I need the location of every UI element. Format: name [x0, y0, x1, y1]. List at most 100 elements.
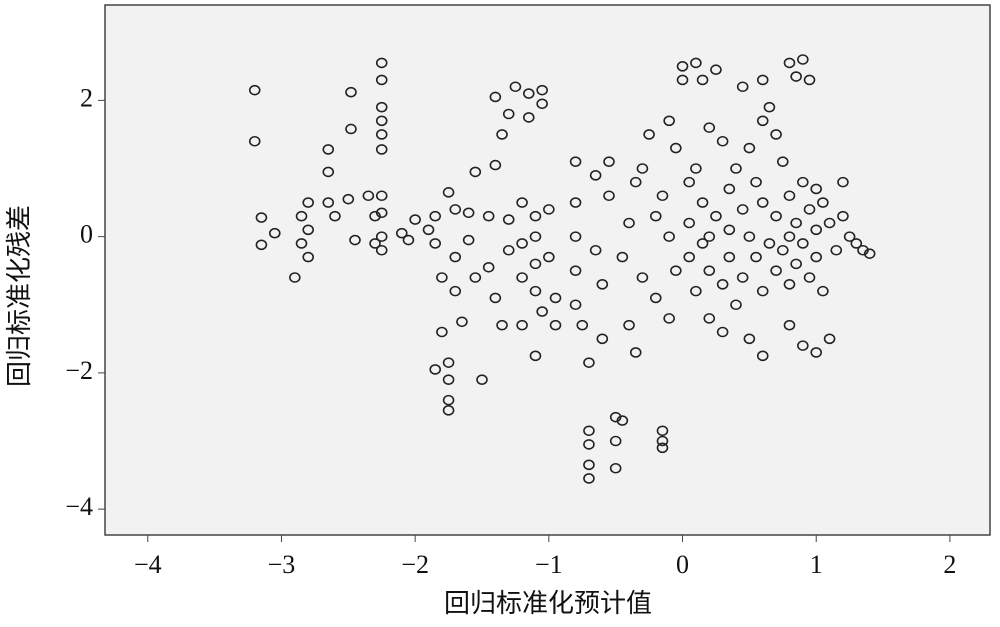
point: [629, 176, 642, 188]
point: [583, 439, 595, 450]
point: [449, 204, 462, 215]
point: [596, 333, 609, 345]
point: [803, 272, 816, 283]
point: [549, 319, 562, 331]
point: [703, 231, 716, 242]
y-tick-label: 0: [80, 220, 93, 249]
point: [656, 435, 669, 447]
point: [616, 415, 629, 426]
point: [429, 364, 442, 375]
y-tick-label: −4: [65, 492, 93, 521]
point: [756, 74, 769, 86]
point: [837, 176, 849, 188]
point: [516, 319, 528, 331]
point: [783, 57, 796, 69]
point: [763, 101, 776, 113]
point: [623, 217, 635, 229]
point: [690, 163, 702, 174]
point: [690, 285, 702, 297]
point: [589, 170, 602, 181]
point: [569, 156, 582, 167]
point: [583, 357, 595, 368]
point: [703, 313, 716, 324]
point: [302, 251, 315, 263]
point: [810, 224, 823, 236]
point: [670, 142, 682, 154]
point: [810, 251, 823, 263]
point: [683, 251, 696, 263]
point: [248, 84, 261, 96]
point: [449, 285, 462, 297]
point: [329, 210, 341, 222]
point: [743, 333, 756, 345]
point: [670, 265, 682, 276]
point: [589, 244, 602, 256]
point: [409, 214, 421, 225]
point: [516, 272, 528, 283]
point: [456, 316, 468, 328]
point: [469, 166, 482, 178]
point: [375, 74, 388, 86]
point: [375, 115, 388, 127]
point: [469, 272, 482, 283]
point: [596, 279, 609, 290]
point: [750, 176, 762, 188]
point: [375, 129, 388, 140]
point: [723, 183, 736, 195]
point: [529, 350, 542, 362]
point: [676, 74, 689, 86]
point: [345, 123, 357, 135]
point: [543, 204, 555, 215]
point: [268, 227, 281, 239]
point: [375, 57, 388, 69]
point: [529, 210, 542, 222]
point: [629, 347, 642, 358]
point: [516, 238, 528, 249]
point: [616, 251, 629, 263]
point: [609, 435, 622, 447]
point: [736, 272, 749, 283]
point: [676, 61, 689, 72]
point: [536, 84, 548, 96]
point: [763, 238, 776, 249]
point: [656, 190, 669, 202]
point: [803, 204, 816, 215]
point: [375, 190, 388, 202]
point: [716, 326, 729, 338]
point: [743, 231, 756, 242]
point: [482, 261, 495, 273]
x-tick-label: 2: [943, 550, 956, 579]
point: [776, 156, 789, 167]
point: [663, 115, 675, 127]
point: [442, 374, 455, 385]
point: [603, 156, 615, 167]
point: [549, 292, 562, 304]
point: [683, 217, 696, 229]
point: [696, 238, 709, 249]
point: [823, 217, 836, 229]
point: [649, 210, 662, 222]
point: [716, 135, 729, 147]
point: [730, 163, 742, 174]
point: [823, 333, 836, 345]
point: [770, 210, 782, 222]
point: [776, 244, 789, 256]
point: [476, 374, 488, 385]
point: [656, 425, 669, 437]
point: [362, 190, 375, 202]
point: [442, 405, 455, 416]
point: [569, 299, 582, 311]
point: [375, 101, 388, 113]
x-tick-label: 0: [676, 550, 689, 579]
x-tick-label: −1: [535, 550, 563, 579]
point: [375, 231, 388, 242]
point: [857, 244, 869, 256]
point: [790, 217, 802, 229]
point: [543, 251, 555, 263]
point: [345, 86, 357, 98]
point: [569, 231, 582, 242]
point: [649, 292, 662, 304]
point: [803, 74, 816, 86]
point: [489, 91, 502, 103]
point: [797, 54, 809, 65]
